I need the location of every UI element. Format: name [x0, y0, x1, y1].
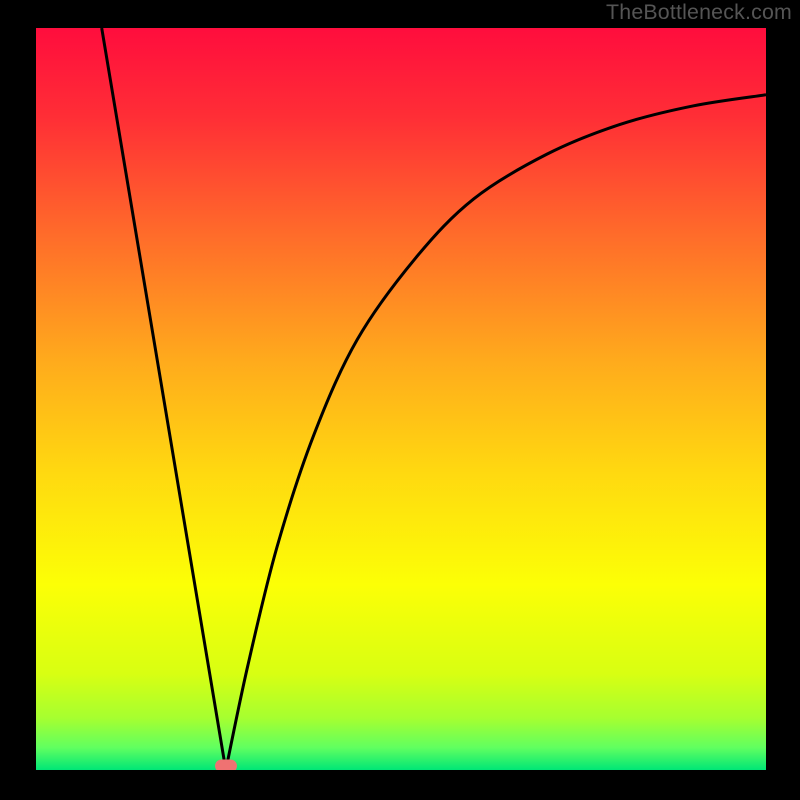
minimum-marker-icon: [215, 760, 237, 770]
bottleneck-curve-svg: [36, 28, 766, 770]
plot-area: [36, 28, 766, 770]
bottleneck-curve: [102, 28, 766, 770]
attribution-text: TheBottleneck.com: [606, 0, 792, 25]
outer-frame: TheBottleneck.com: [0, 0, 800, 800]
